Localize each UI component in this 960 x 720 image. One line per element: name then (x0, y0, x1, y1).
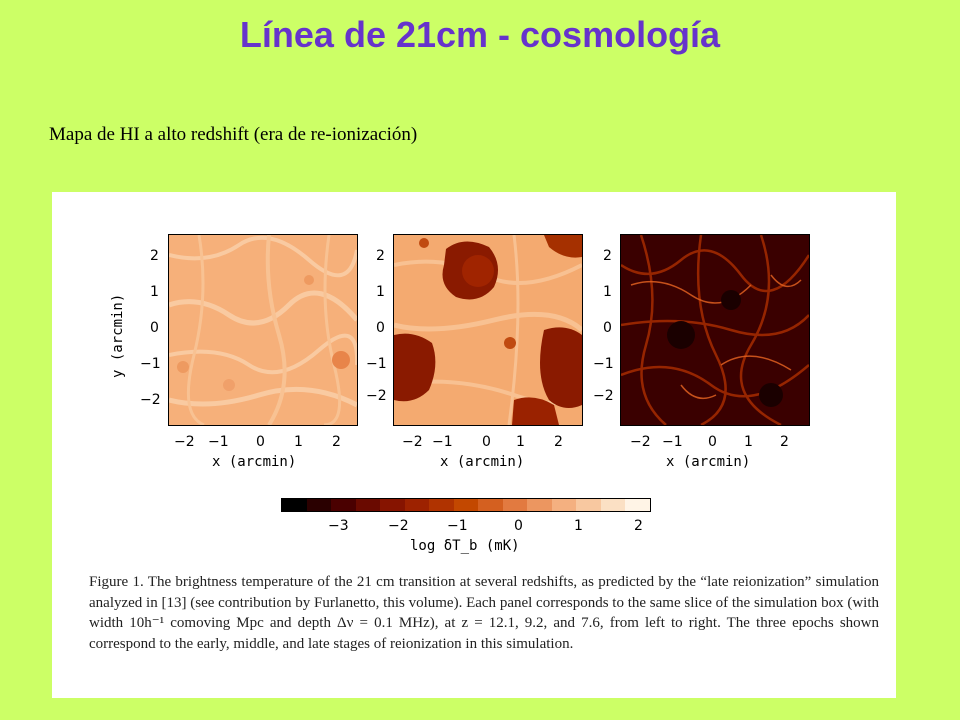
colorbar-swatch (429, 499, 454, 511)
y-tick: 0 (376, 320, 385, 336)
colorbar-swatch (600, 499, 626, 511)
y-tick: −2 (593, 388, 614, 404)
colorbar-swatch (355, 499, 381, 511)
x-tick: −2 (174, 434, 195, 450)
x-axis-label: x (arcmin) (212, 454, 297, 470)
colorbar-tick: −1 (447, 518, 468, 534)
colorbar-swatch (625, 499, 650, 511)
x-tick: 1 (516, 434, 525, 450)
y-tick: 0 (603, 320, 612, 336)
x-axis-label: x (arcmin) (440, 454, 525, 470)
colorbar-swatch (282, 499, 307, 511)
x-tick: 0 (708, 434, 717, 450)
colorbar-swatch (502, 499, 528, 511)
y-tick: 1 (376, 284, 385, 300)
slide-subtitle: Mapa de HI a alto redshift (era de re-io… (49, 124, 418, 145)
y-tick: 0 (150, 320, 159, 336)
colorbar (281, 498, 651, 512)
y-axis-label: y (arcmin) (110, 293, 126, 378)
figure-caption: Figure 1. The brightness temperature of … (89, 574, 879, 652)
y-tick: 2 (603, 248, 612, 264)
colorbar-swatch (404, 499, 430, 511)
y-tick: −2 (366, 388, 387, 404)
colorbar-swatch (551, 499, 577, 511)
x-tick: 0 (256, 434, 265, 450)
colorbar-label: log δT_b (mK) (410, 538, 520, 554)
x-tick: 2 (332, 434, 341, 450)
x-tick: −1 (662, 434, 683, 450)
colorbar-tick: 0 (514, 518, 523, 534)
colorbar-tick: −2 (388, 518, 409, 534)
colorbar-tick: 1 (574, 518, 583, 534)
y-tick: −2 (140, 392, 161, 408)
x-tick: 2 (780, 434, 789, 450)
y-tick: 2 (376, 248, 385, 264)
colorbar-swatch (453, 499, 479, 511)
y-tick: −1 (593, 356, 614, 372)
x-axis-label: x (arcmin) (666, 454, 751, 470)
y-tick: 1 (603, 284, 612, 300)
figure-image: 2 1 0 −1 −2 2 1 0 −1 −2 2 1 0 −1 −2 −2 −… (52, 192, 896, 698)
x-tick: 1 (744, 434, 753, 450)
colorbar-swatch (576, 499, 601, 511)
x-tick: −2 (630, 434, 651, 450)
map-panel-late (620, 234, 810, 426)
colorbar-tick: −3 (328, 518, 349, 534)
y-tick: 2 (150, 248, 159, 264)
x-tick: 1 (294, 434, 303, 450)
colorbar-swatch (478, 499, 503, 511)
x-tick: 2 (554, 434, 563, 450)
y-tick: 1 (150, 284, 159, 300)
colorbar-swatch (527, 499, 552, 511)
x-tick: −2 (402, 434, 423, 450)
colorbar-swatch (331, 499, 356, 511)
map-panel-middle (393, 234, 583, 426)
colorbar-swatch (380, 499, 405, 511)
colorbar-swatch (306, 499, 332, 511)
colorbar-tick: 2 (634, 518, 643, 534)
map-panel-early (168, 234, 358, 426)
x-tick: −1 (432, 434, 453, 450)
x-tick: −1 (208, 434, 229, 450)
slide-title: Línea de 21cm - cosmología (239, 14, 721, 55)
y-tick: −1 (366, 356, 387, 372)
y-tick: −1 (140, 356, 161, 372)
x-tick: 0 (482, 434, 491, 450)
